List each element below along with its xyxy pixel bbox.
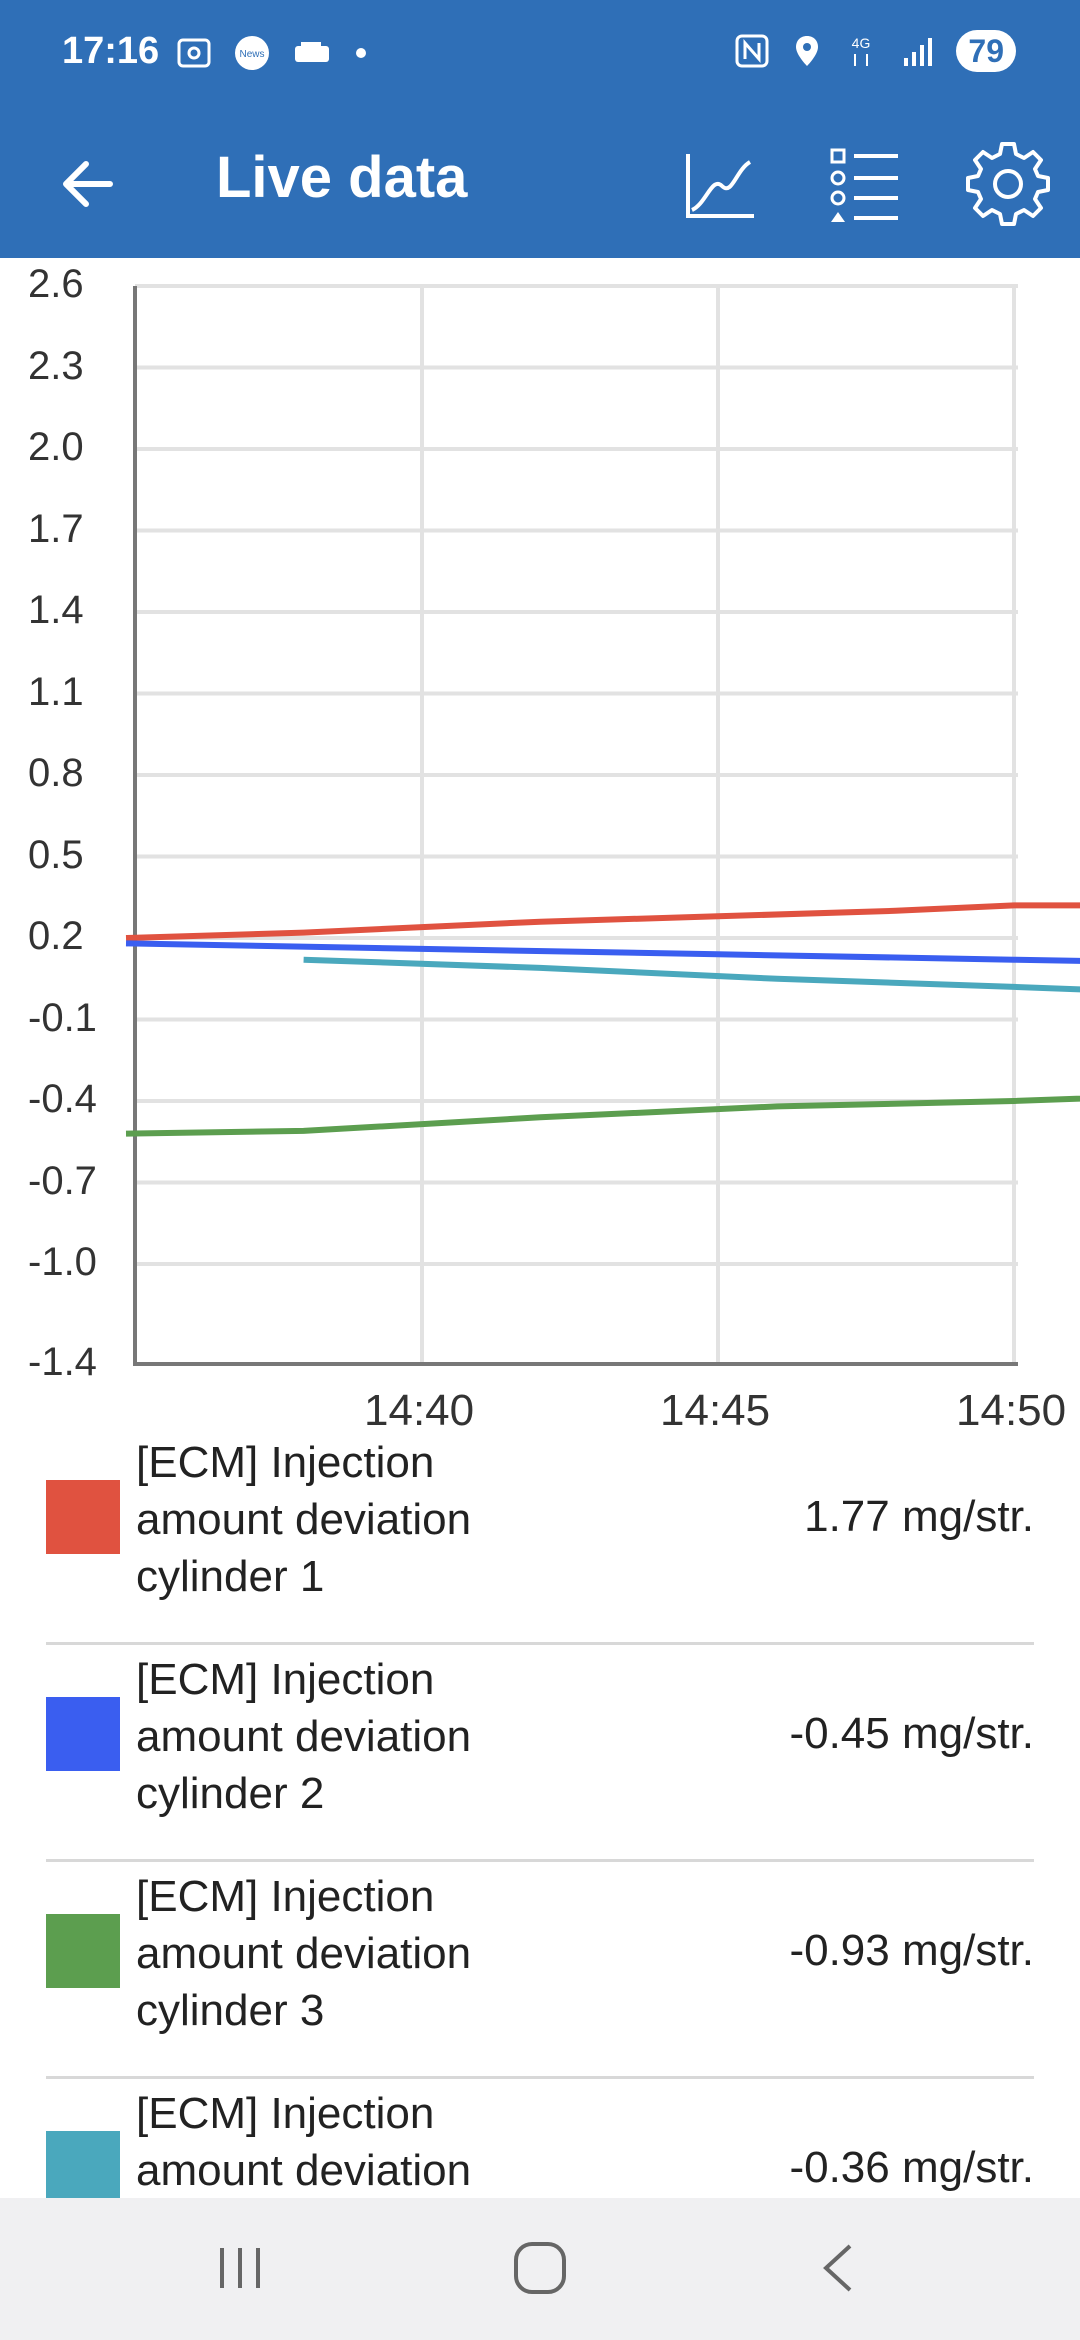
y-tick-label: 0.8 [28,751,84,795]
y-tick-label: -1.4 [28,1340,97,1384]
legend-color-swatch [46,1697,120,1771]
app-bar: Live data [0,110,1080,258]
navigation-bar [0,2198,1080,2340]
legend-color-swatch [46,2131,120,2198]
status-bar: 17:16 News 4G [0,0,1080,110]
legend-value: -0.45 mg/str. [789,1709,1034,1758]
svg-text:News: News [239,49,264,60]
y-tick-label: 1.7 [28,506,84,551]
gear-icon[interactable] [964,140,1052,228]
x-tick-label: 14:40 [364,1386,475,1435]
status-right-icons: 4G 79 [734,30,1016,72]
svg-text:4G: 4G [852,35,871,51]
battery-indicator: 79 [956,30,1016,72]
y-tick-label: 1.4 [28,588,84,632]
series-line-3 [125,1095,1080,1137]
y-tick-label: 2.6 [28,262,84,306]
legend-row[interactable]: [ECM] Injection amount deviation cylinde… [46,1428,1034,1645]
y-tick-label: -0.4 [28,1077,97,1121]
back-arrow-icon[interactable] [50,146,126,222]
home-icon[interactable] [500,2238,580,2298]
news-icon: News [235,36,269,70]
legend-label: [ECM] Injection amount deviation [136,2089,472,2195]
status-left-icons: News [175,34,371,72]
legend-label: [ECM] Injection amount deviation cylinde… [136,1872,472,2035]
x-tick-label: 14:45 [660,1386,771,1435]
legend-label: [ECM] Injection amount deviation cylinde… [136,1438,472,1601]
car-icon [295,42,329,62]
legend-color-swatch [46,1480,120,1554]
x-tick-label: 14:50 [956,1386,1067,1435]
4g-icon: 4G [852,35,871,66]
location-icon [796,36,819,66]
list-icon[interactable] [820,140,908,228]
page-title: Live data [216,145,468,210]
signal-icon [904,38,933,66]
y-tick-label: -1.0 [28,1240,97,1284]
screenshot-icon [177,38,211,68]
legend-row[interactable]: [ECM] Injection amount deviation cylinde… [46,1645,1034,1862]
y-tick-label: -0.7 [28,1158,97,1203]
legend-value: -0.93 mg/str. [789,1926,1034,1975]
series-line-2 [125,940,1080,964]
chart-axes [133,286,1018,1366]
legend-row[interactable]: [ECM] Injection amount deviation cylinde… [46,1862,1034,2079]
y-tick-label: 2.0 [28,425,84,469]
legend-label: [ECM] Injection amount deviation cylinde… [136,1655,472,1818]
legend-row[interactable]: [ECM] Injection amount deviation -0.36 mg… [46,2079,1034,2198]
y-tick-label: 0.2 [28,914,84,958]
status-time: 17:16 [62,30,160,72]
legend-value: -0.36 mg/str. [789,2143,1034,2192]
chart-plot [125,284,1080,1366]
series-line-1 [125,902,1080,941]
legend-color-swatch [46,1914,120,1988]
dot-icon [356,48,366,58]
nfc-icon [735,34,769,68]
back-icon[interactable] [800,2238,880,2298]
live-data-chart[interactable]: 2.6 2.3 2.0 1.7 1.4 1.1 0.8 0.5 0.2 -0.1 -0.4 -0.7 -… [0,258,1080,1435]
chart-icon[interactable] [676,140,764,228]
legend-value: 1.77 mg/str. [804,1492,1034,1541]
legend-list: [ECM] Injection amount deviation cylinde… [0,1428,1080,2198]
y-tick-label: 2.3 [28,343,84,388]
recent-apps-icon[interactable] [200,2238,280,2298]
y-tick-label: 1.1 [28,669,84,714]
y-tick-label: 0.5 [28,832,84,877]
y-tick-label: -0.1 [28,995,97,1040]
